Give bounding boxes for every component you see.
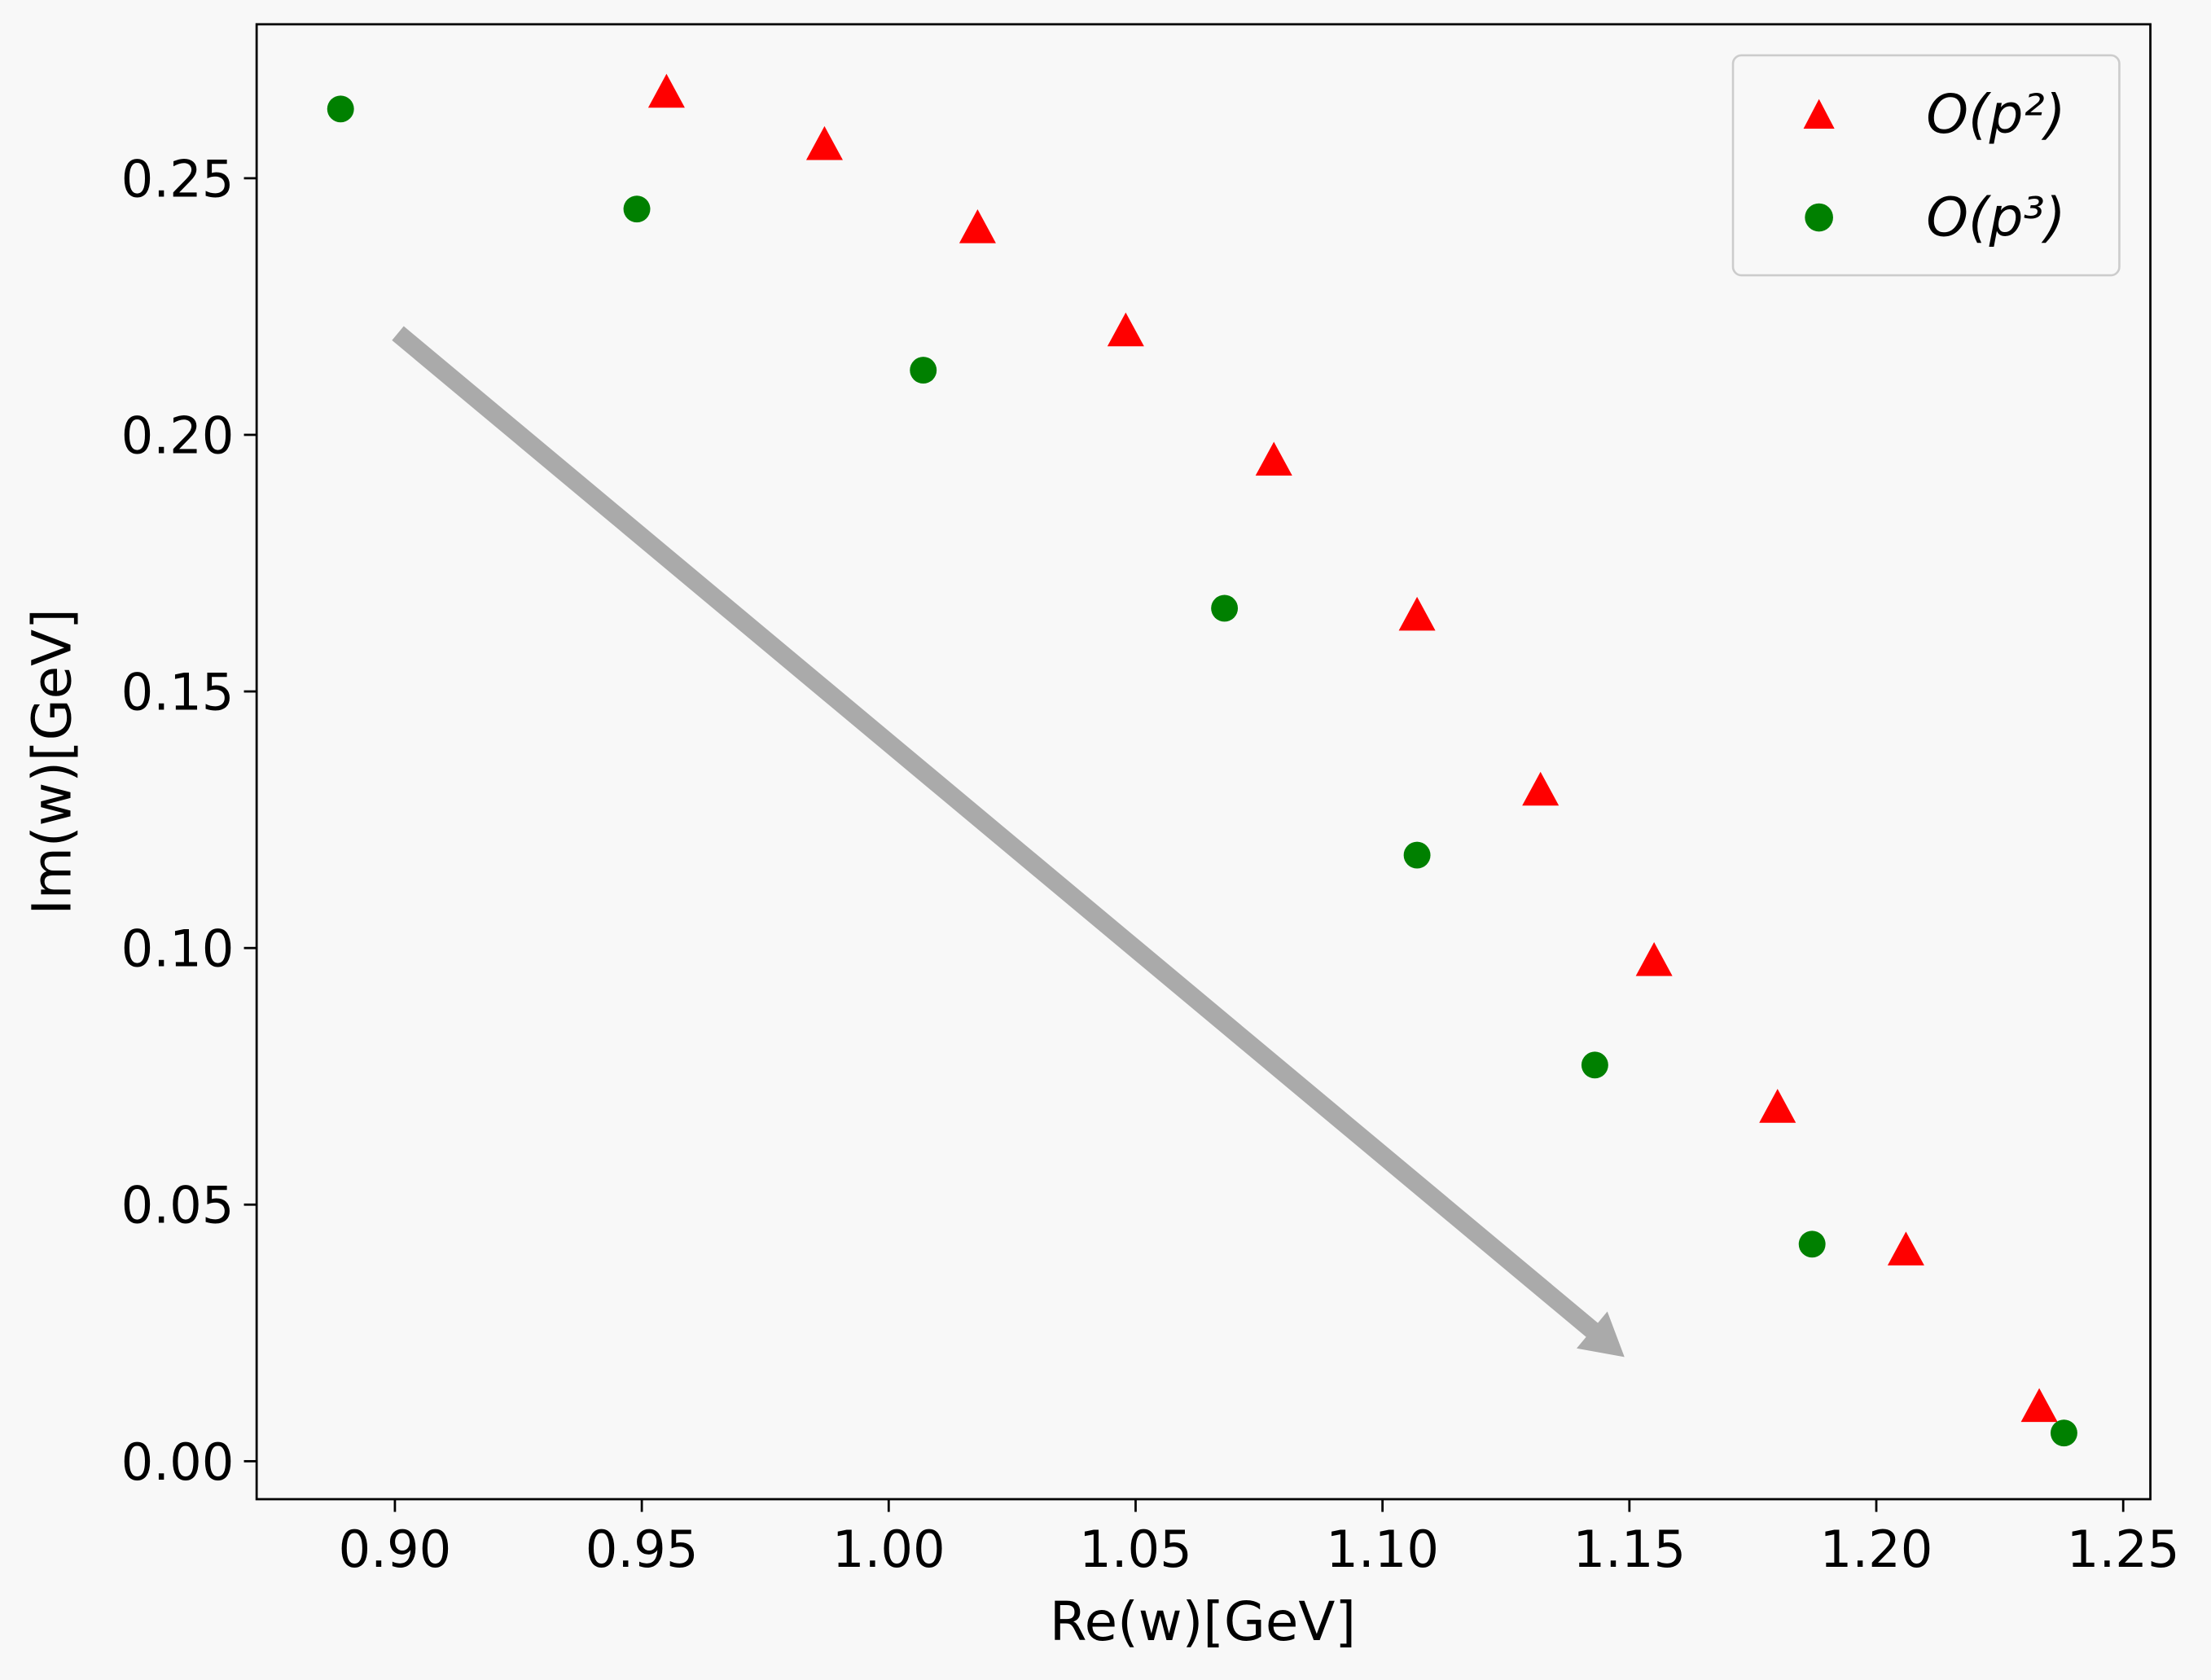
data-point-op2 xyxy=(1522,771,1560,806)
data-point-op3 xyxy=(2050,1419,2077,1447)
x-tick-label: 1.05 xyxy=(1079,1520,1192,1579)
legend-label-op3: O(p³) xyxy=(1926,186,2065,249)
data-point-op2 xyxy=(805,125,843,160)
x-axis: 0.90 0.95 1.00 1.05 1.10 1.15 1.20 1.25 xyxy=(339,1498,2180,1579)
x-tick-label: 0.95 xyxy=(586,1520,699,1579)
data-point-op2 xyxy=(1107,312,1144,347)
data-point-op2 xyxy=(1398,596,1436,631)
y-tick-label: 0.10 xyxy=(121,919,235,979)
x-tick-label: 1.15 xyxy=(1573,1520,1686,1579)
data-marks xyxy=(327,73,2077,1447)
data-point-op2 xyxy=(2020,1388,2058,1423)
y-tick-label: 0.20 xyxy=(121,406,235,465)
legend-triangle-marker xyxy=(1803,99,1835,129)
data-point-op2 xyxy=(1759,1089,1796,1123)
x-tick-label: 1.25 xyxy=(2067,1520,2180,1579)
data-point-op2 xyxy=(647,73,685,108)
y-tick-label: 0.00 xyxy=(121,1432,235,1492)
arrow-annotation xyxy=(392,326,1625,1358)
data-point-op2 xyxy=(1887,1231,1924,1265)
data-point-op2 xyxy=(1255,441,1292,476)
x-axis-label: Re(w)[GeV] xyxy=(1050,1590,1356,1653)
data-point-op3 xyxy=(1798,1230,1826,1258)
data-point-op2 xyxy=(959,209,996,243)
legend-label-op2: O(p²) xyxy=(1926,83,2065,146)
x-tick-label: 0.90 xyxy=(339,1520,452,1579)
legend: O(p²) O(p³) xyxy=(1731,54,2121,277)
y-axis-label: Im(w)[GeV] xyxy=(21,608,84,915)
x-tick-label: 1.10 xyxy=(1326,1520,1439,1579)
y-axis: 0.00 0.05 0.10 0.15 0.20 0.25 xyxy=(121,149,257,1492)
x-tick-label: 1.00 xyxy=(832,1520,945,1579)
y-tick-label: 0.15 xyxy=(121,663,235,722)
data-point-op3 xyxy=(623,195,651,223)
x-tick-label: 1.20 xyxy=(1820,1520,1933,1579)
data-point-op3 xyxy=(1581,1051,1608,1079)
annotations xyxy=(392,326,1625,1358)
legend-circle-marker xyxy=(1805,203,1833,232)
data-point-op3 xyxy=(1403,841,1431,869)
data-point-op3 xyxy=(1211,594,1239,622)
y-tick-label: 0.25 xyxy=(121,149,235,208)
data-point-op2 xyxy=(1635,941,1673,976)
data-point-op3 xyxy=(327,95,354,123)
y-tick-label: 0.05 xyxy=(121,1176,235,1235)
data-point-op3 xyxy=(910,357,937,384)
